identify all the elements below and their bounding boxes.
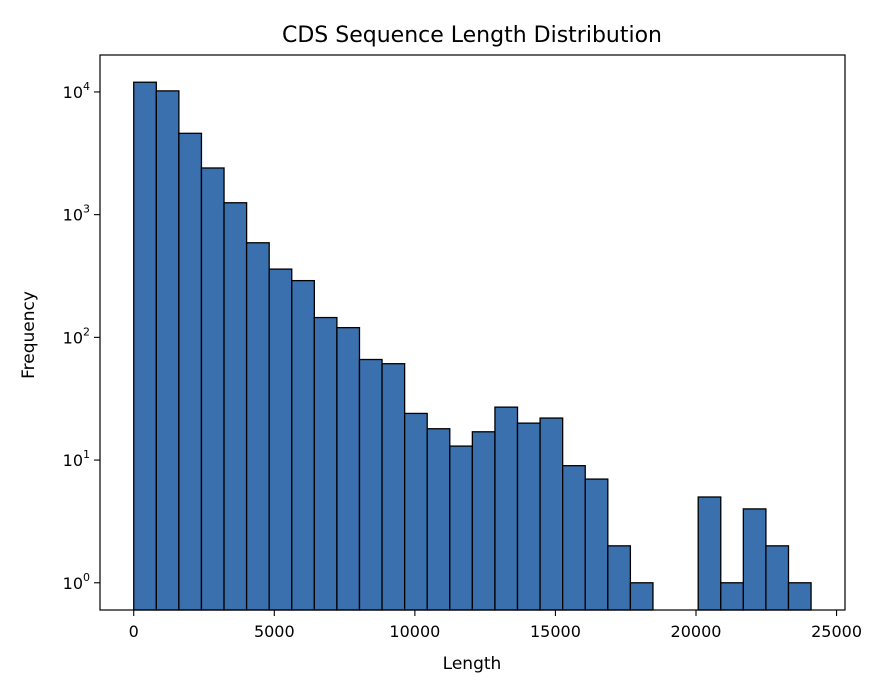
histogram-bar [133, 81, 157, 611]
histogram-bar [697, 496, 722, 611]
x-tick-label: 0 [129, 622, 139, 641]
histogram-bar [765, 545, 790, 611]
plot-area-frame [99, 54, 846, 611]
chart-title: CDS Sequence Length Distribution [282, 23, 662, 48]
x-tick-label: 15000 [530, 622, 581, 641]
histogram-bar [403, 412, 428, 611]
histogram-bar [426, 428, 451, 611]
histogram-bar [720, 582, 744, 611]
x-tick-label: 20000 [671, 622, 722, 641]
histogram-bar [223, 202, 248, 611]
x-tick-label: 5000 [254, 622, 295, 641]
histogram-bar [516, 422, 541, 611]
y-tick-exponent: 4 [83, 80, 90, 93]
histogram-bar [449, 445, 474, 611]
bars-group [133, 81, 812, 611]
histogram-bar [494, 406, 519, 611]
y-tick-label: 104 [63, 80, 90, 102]
y-tick-label: 100 [63, 571, 90, 593]
y-axis-label: Frequency [19, 291, 39, 379]
y-tick-base: 10 [63, 574, 83, 593]
y-tick-base: 10 [63, 206, 83, 225]
x-tick-label: 25000 [811, 622, 862, 641]
histogram-bar [358, 358, 383, 611]
y-tick-exponent: 0 [83, 571, 90, 584]
histogram-bar [584, 478, 609, 611]
x-tick-label: 10000 [389, 622, 440, 641]
histogram-bar [313, 316, 338, 611]
y-tick-base: 10 [63, 451, 83, 470]
y-tick-base: 10 [63, 328, 83, 347]
y-tick-exponent: 3 [83, 203, 90, 216]
histogram-bar [268, 268, 293, 611]
histogram-bar [629, 582, 654, 611]
histogram-bar [607, 545, 632, 611]
y-tick-exponent: 2 [83, 325, 90, 338]
histogram-bar [787, 582, 812, 611]
histogram-bar [336, 326, 361, 611]
histogram-bar [381, 363, 406, 611]
histogram-bar [539, 417, 564, 611]
y-tick-label: 102 [63, 325, 90, 347]
histogram-bar [155, 90, 180, 611]
y-tick-label: 101 [63, 448, 90, 470]
x-axis-label: Length [443, 654, 502, 674]
y-tick-base: 10 [63, 83, 83, 102]
histogram-bar [200, 167, 225, 611]
y-tick-label: 103 [63, 203, 90, 225]
histogram-bar [471, 431, 496, 611]
histogram-bar [562, 465, 586, 611]
x-axis: 0 5000 10000 15000 20000 25000 [129, 610, 862, 641]
y-tick-exponent: 1 [83, 448, 90, 461]
histogram-bar [291, 279, 315, 611]
histogram-bar [245, 242, 270, 611]
histogram-bar [178, 132, 203, 611]
histogram-bar [742, 508, 767, 611]
